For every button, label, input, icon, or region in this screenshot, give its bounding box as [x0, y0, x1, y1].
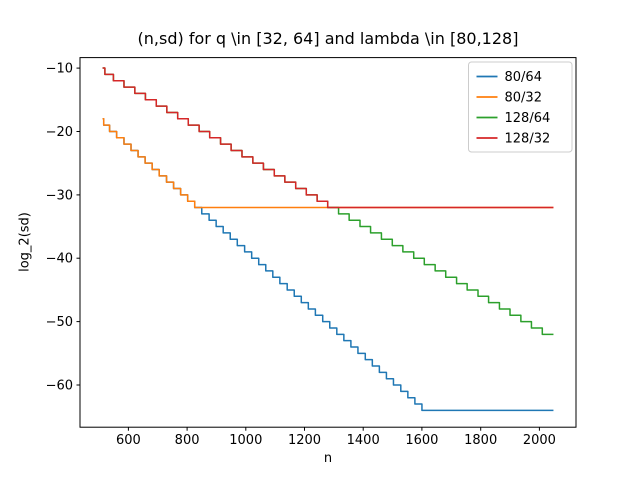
- y-tick-label: −30: [46, 188, 73, 203]
- x-tick-label: 1600: [405, 433, 438, 448]
- y-tick-label: −10: [46, 62, 73, 77]
- series-line-80-64: [102, 118, 554, 412]
- y-tick-label: −40: [46, 252, 73, 267]
- x-tick-label: 600: [116, 433, 141, 448]
- legend-label-80-64: 80/64: [505, 70, 542, 85]
- legend-label-128-64: 128/64: [505, 111, 551, 126]
- legend-frame: [468, 61, 573, 153]
- axes-spines: [79, 57, 577, 428]
- x-tick-label: 800: [175, 433, 200, 448]
- series-line-80-32: [102, 118, 554, 209]
- x-tick-label: 2000: [523, 433, 556, 448]
- x-tick-label: 1400: [347, 433, 380, 448]
- series-line-128-32: [102, 67, 554, 209]
- x-tick-label: 1200: [288, 433, 321, 448]
- y-tick-label: −50: [46, 315, 73, 330]
- legend-label-80-32: 80/32: [505, 91, 542, 106]
- y-tick-label: −20: [46, 125, 73, 140]
- chart-title: (n,sd) for q \in [32, 64] and lambda \in…: [137, 29, 519, 48]
- y-axis-label: log_2(sd): [17, 212, 33, 272]
- y-tick-label: −60: [46, 379, 73, 394]
- x-tick-label: 1000: [229, 433, 262, 448]
- x-tick-label: 1800: [464, 433, 497, 448]
- x-axis-label: n: [323, 451, 333, 466]
- legend-label-128-32: 128/32: [505, 132, 551, 147]
